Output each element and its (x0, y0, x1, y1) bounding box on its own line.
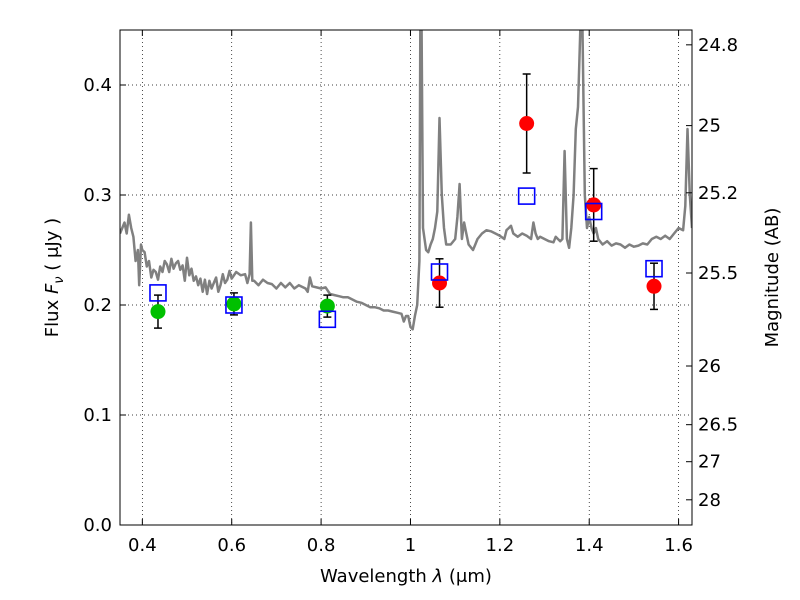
model-flux-square (430, 263, 449, 281)
tick-labels: 0.4 0.6 0.8 1 1.2 1.4 1.6 0.0 0.1 0.2 0.3 0.4 24.8 25… (83, 35, 738, 556)
x-tick-label: 0.8 (307, 535, 336, 556)
y2-tick-label: 27 (698, 452, 721, 473)
y2-tick-label: 28 (698, 490, 721, 511)
x-tick-label: 0.6 (217, 535, 246, 556)
model-flux-square (225, 296, 243, 314)
x-axis-label-prefix: Wavelength (320, 566, 433, 587)
observed-flux-point (646, 278, 662, 294)
observed-flux-point (586, 197, 602, 213)
y-tick-label: 0.3 (83, 185, 112, 206)
model-flux-square (149, 284, 167, 302)
y2-tick-label: 24.8 (698, 35, 738, 56)
y-axis-label-prefix: Flux (42, 294, 63, 337)
observed-flux-point (519, 116, 535, 131)
y-tick-label: 0.0 (83, 515, 112, 536)
x-axis-label-unit: (μm) (443, 566, 492, 587)
x-axis-label: Wavelength λ (μm) (320, 566, 492, 587)
y-tick-label: 0.4 (83, 75, 112, 96)
model-flux-square (517, 187, 536, 205)
model-spectrum-line (120, 30, 692, 331)
y2-tick-label: 25.2 (698, 183, 738, 204)
y-axis-label: Flux Fν ( μJy ) (42, 218, 67, 337)
secondary-y-axis-label: Magnitude (AB) (762, 208, 783, 348)
y-axis-label-symbol: F (42, 283, 63, 294)
tick-marks (120, 30, 692, 526)
plot-frame (119, 29, 693, 526)
x-tick-label: 1.6 (664, 535, 693, 556)
x-axis-label-symbol: λ (432, 566, 444, 587)
y2-tick-label: 25.5 (698, 263, 738, 284)
x-tick-label: 1.2 (486, 535, 515, 556)
model-flux-square (318, 310, 337, 329)
y-axis-label-unit: ( μJy ) (42, 218, 63, 277)
y2-tick-label: 26.5 (698, 415, 738, 436)
observed-flux-point (432, 275, 448, 291)
observed-flux-point (226, 296, 242, 312)
x-tick-label: 0.4 (128, 535, 157, 556)
model-flux-square (584, 202, 603, 221)
y-axis-label-subscript: ν (52, 276, 67, 283)
plot-area (120, 30, 692, 331)
x-tick-label: 1 (405, 535, 416, 556)
y-tick-label: 0.1 (83, 405, 112, 426)
y-tick-label: 0.2 (83, 295, 112, 316)
y2-tick-label: 26 (698, 356, 721, 377)
observed-flux-point (319, 298, 335, 314)
x-tick-label: 1.4 (575, 535, 604, 556)
model-flux-square (645, 259, 663, 278)
y2-tick-label: 25 (698, 116, 721, 137)
observed-flux-point (150, 304, 166, 320)
